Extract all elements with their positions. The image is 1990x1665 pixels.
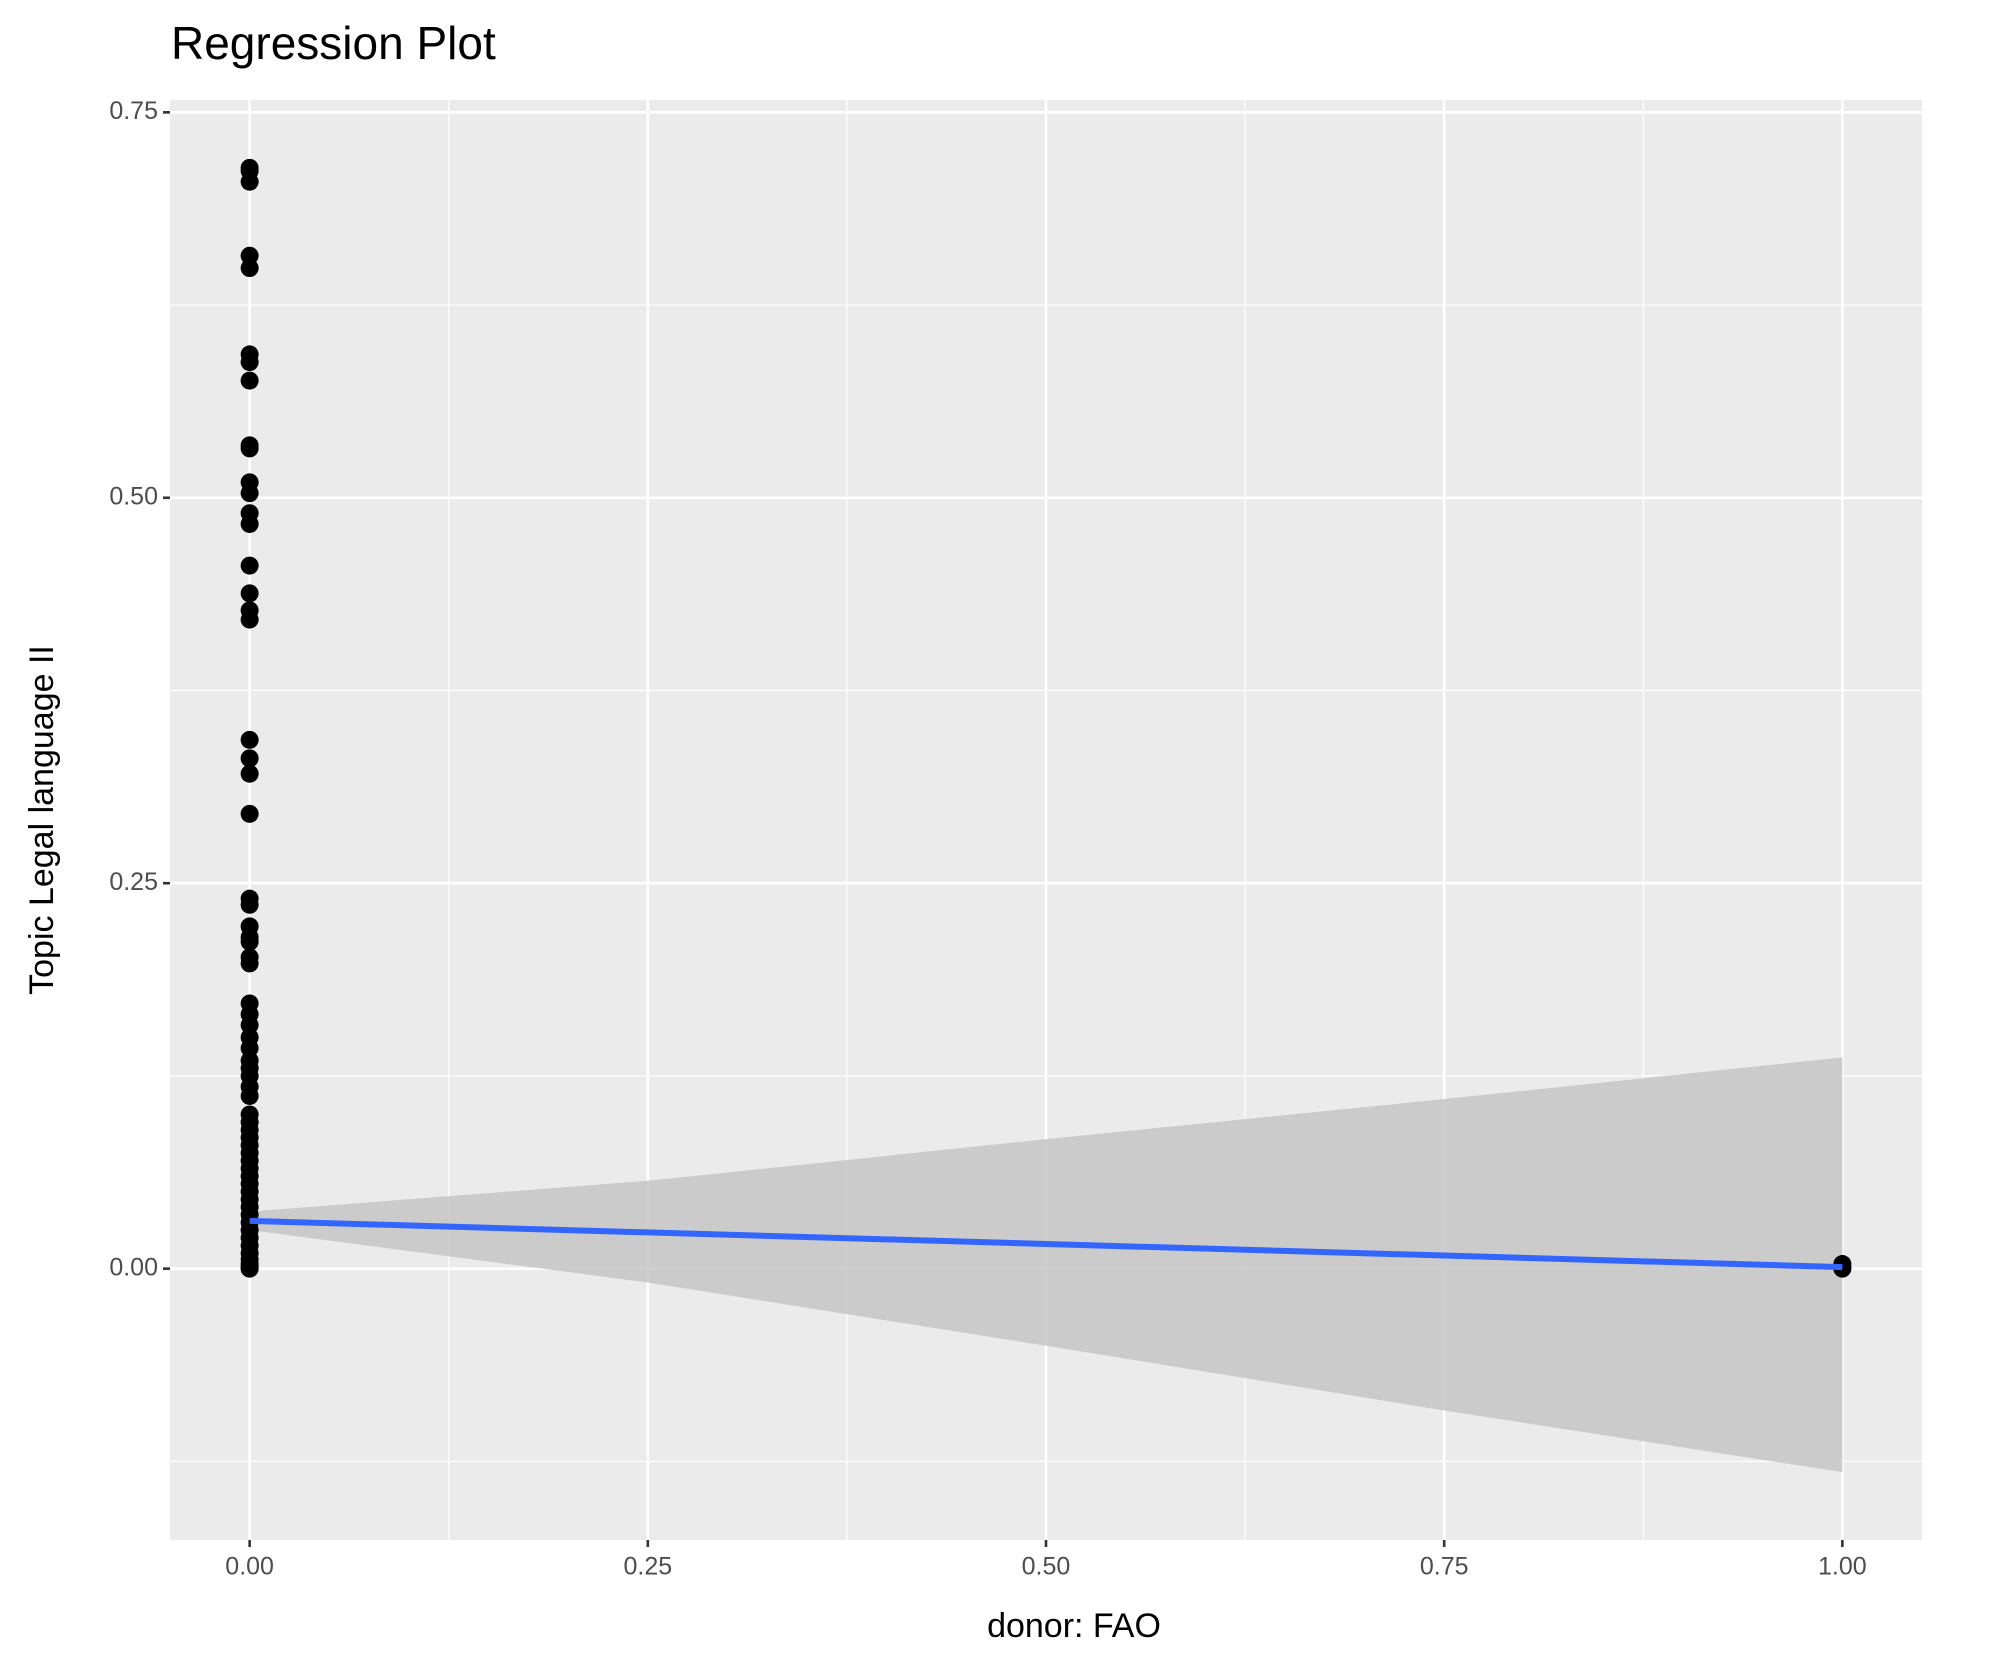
point [240,954,259,973]
point [240,764,259,783]
x-tick-label: 0.75 [1420,1553,1469,1581]
point [240,484,259,503]
y-tick-label: 0.00 [109,1253,158,1281]
point [240,556,259,575]
point [240,1016,259,1035]
point [240,259,259,278]
y-tick-label: 0.25 [109,868,158,896]
point [240,895,259,914]
point [240,353,259,372]
x-tick-label: 0.25 [623,1553,672,1581]
point [240,932,259,951]
x-tick-label: 0.00 [225,1553,274,1581]
regression-line [249,1217,1843,1271]
chart-title: Regression Plot [171,17,496,69]
point [240,1259,259,1278]
point [240,439,259,458]
y-axis-title: Topic Legal language II [23,645,61,995]
y-tick-label: 0.75 [109,97,158,125]
x-tick-label: 0.50 [1022,1553,1071,1581]
point [240,749,259,768]
point [240,610,259,629]
point [240,730,259,749]
x-axis-title: donor: FAO [987,1607,1161,1645]
point [240,172,259,191]
point [240,246,259,265]
point [240,1039,259,1058]
y-tick-label: 0.50 [109,482,158,510]
x-tick-label: 1.00 [1818,1553,1867,1581]
confidence-band [249,1057,1843,1473]
point [240,584,259,603]
point [240,1086,259,1105]
point [240,371,259,390]
point [240,514,259,533]
point [240,804,259,823]
